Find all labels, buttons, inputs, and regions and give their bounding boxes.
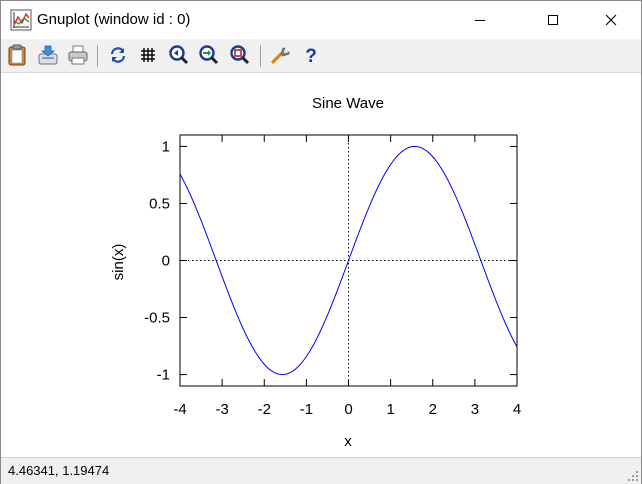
svg-text:?: ? [305, 46, 317, 65]
y-tick-label: -0.5 [144, 310, 170, 327]
x-tick-label: 1 [386, 401, 394, 418]
toolbar-separator [97, 45, 98, 67]
grid-icon [141, 48, 155, 62]
y-tick-label: -1 [157, 367, 170, 384]
zoom-previous-button[interactable] [167, 43, 191, 67]
x-axis-label: x [344, 433, 352, 450]
wrench-icon [271, 47, 290, 64]
cursor-coordinates: 4.46341, 1.19474 [8, 463, 110, 478]
save-button[interactable] [36, 43, 60, 67]
replot-button[interactable] [106, 43, 130, 67]
clipboard-icon [8, 44, 26, 66]
unzoom-button[interactable] [228, 43, 252, 67]
minimize-button[interactable] [457, 1, 503, 39]
series-line-sin-x [180, 145, 517, 376]
maximize-icon [548, 15, 558, 25]
print-icon [68, 45, 88, 65]
y-tick-label: 0 [162, 253, 170, 270]
sine-chart: Sine Wave -4 -3 -2 -1 0 1 2 3 4 1 0.5 0 -0.5 -1 x sin… [110, 95, 521, 450]
maximize-button[interactable] [530, 1, 576, 39]
x-tick-label: -3 [215, 401, 228, 418]
plot-border [179, 134, 518, 387]
close-button[interactable] [588, 1, 634, 39]
zoom-previous-icon [169, 45, 189, 65]
minimize-icon [475, 20, 485, 21]
unzoom-icon [230, 45, 250, 65]
options-button[interactable] [268, 43, 292, 67]
y-tick-label: 1 [162, 138, 170, 155]
save-icon [38, 45, 58, 65]
print-button[interactable] [66, 43, 90, 67]
x-tick-label: -2 [258, 401, 271, 418]
x-tick-label: -1 [300, 401, 313, 418]
zoom-next-icon [199, 45, 219, 65]
x-tick-label: 2 [429, 401, 437, 418]
title-bar[interactable]: Gnuplot (window id : 0) [1, 1, 641, 39]
gnuplot-app-icon [10, 9, 32, 31]
toolbar-separator [260, 45, 261, 67]
y-axis-label: sin(x) [110, 244, 127, 281]
window-title: Gnuplot (window id : 0) [37, 11, 191, 28]
x-tick-label: 0 [344, 401, 352, 418]
replot-icon [110, 47, 126, 63]
copy-to-clipboard-button[interactable] [5, 43, 29, 67]
x-tick-label: 3 [471, 401, 479, 418]
y-tick-label: 0.5 [149, 195, 170, 212]
status-bar: 4.46341, 1.19474 [1, 457, 641, 484]
help-button[interactable]: ? [299, 43, 323, 67]
x-tick-label: -4 [173, 401, 186, 418]
plot-area[interactable]: Sine Wave -4 -3 -2 -1 0 1 2 3 4 1 0.5 0 -0.5 -1 x sin… [1, 73, 641, 456]
toolbar: ? [1, 39, 641, 73]
resize-grip-icon[interactable] [627, 470, 639, 482]
x-tick-label: 4 [513, 401, 521, 418]
close-icon [605, 14, 617, 26]
chart-title: Sine Wave [312, 95, 384, 112]
zoom-next-button[interactable] [197, 43, 221, 67]
help-icon: ? [305, 46, 317, 65]
toggle-grid-button[interactable] [136, 43, 160, 67]
